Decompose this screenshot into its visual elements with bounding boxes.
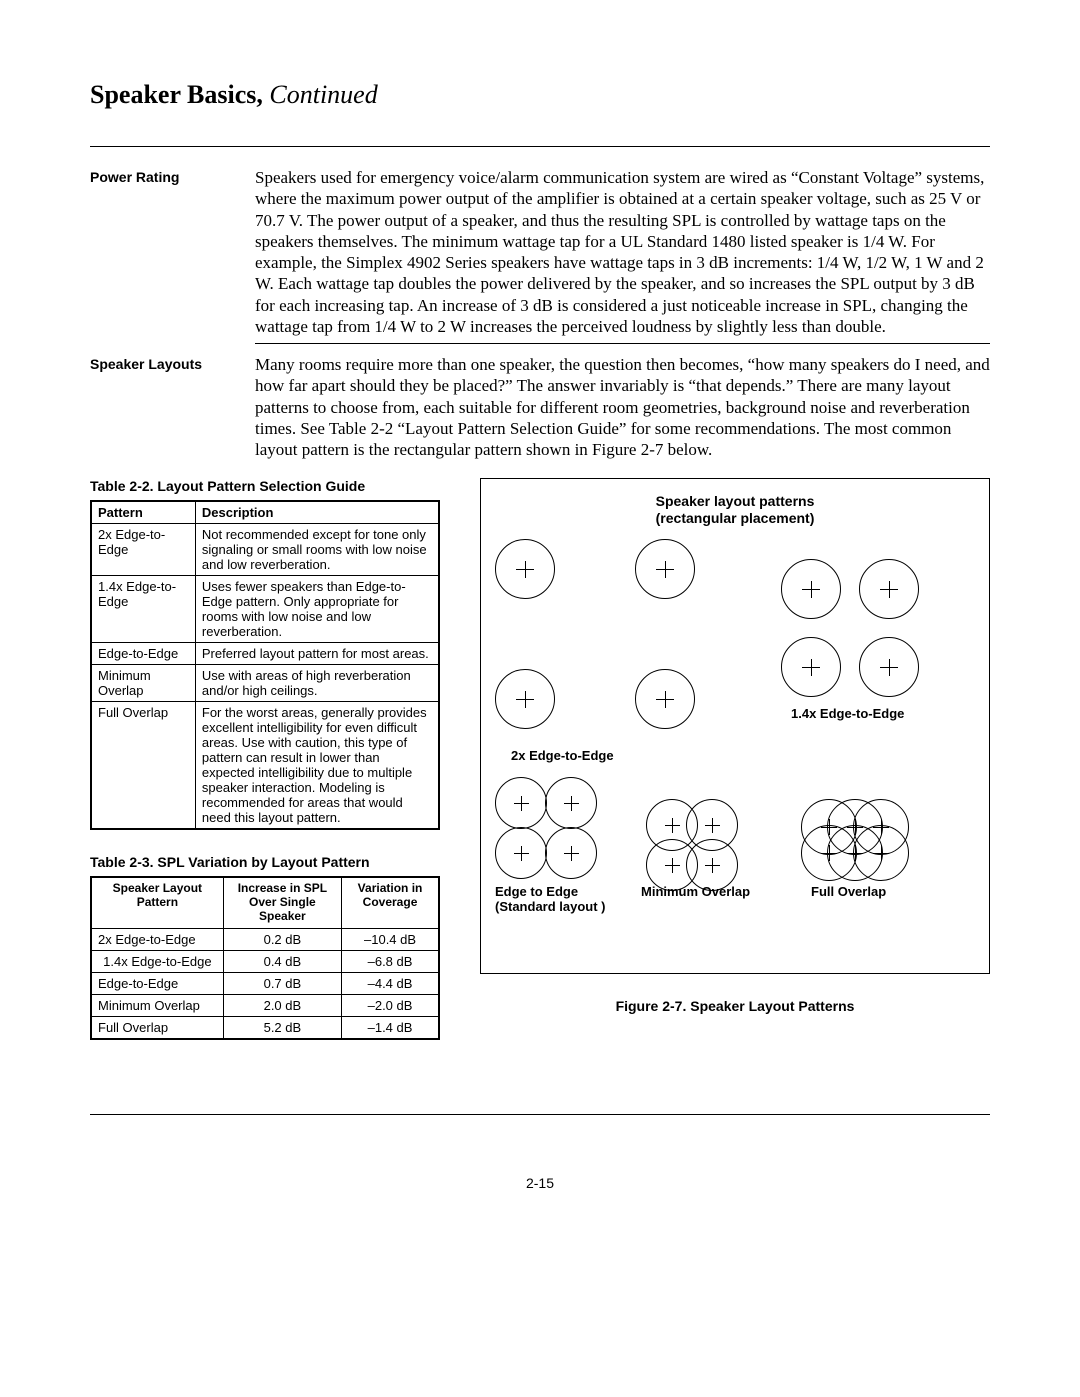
table-row: Edge-to-EdgePreferred layout pattern for… (91, 643, 439, 665)
speaker-circle-icon (495, 777, 547, 829)
th-increase: Increase in SPL Over Single Speaker (223, 877, 341, 928)
speaker-circle-icon (495, 669, 555, 729)
title-continued: Continued (269, 80, 377, 109)
figure-2-7: Speaker layout patterns (rectangular pla… (480, 478, 990, 974)
label-min: Minimum Overlap (641, 885, 750, 899)
table-2-3: Speaker Layout Pattern Increase in SPL O… (90, 876, 440, 1039)
table-2-3-title: Table 2-3. SPL Variation by Layout Patte… (90, 854, 440, 870)
section-label: Speaker Layouts (90, 354, 255, 460)
page-number: 2-15 (90, 1175, 990, 1191)
speaker-circle-icon (495, 827, 547, 879)
table-row: Minimum Overlap2.0 dB–2.0 dB (91, 994, 439, 1016)
title-main: Speaker Basics, (90, 80, 263, 109)
label-1-4x: 1.4x Edge-to-Edge (791, 707, 904, 721)
table-row: 2x Edge-to-Edge0.2 dB–10.4 dB (91, 928, 439, 950)
section-body: Speakers used for emergency voice/alarm … (255, 167, 990, 337)
table-row: 1.4x Edge-to-EdgeUses fewer speakers tha… (91, 576, 439, 643)
rule-top (90, 146, 990, 147)
table-row: 2x Edge-to-EdgeNot recommended except fo… (91, 524, 439, 576)
label-edge: Edge to Edge (Standard layout ) (495, 885, 606, 914)
speaker-circle-icon (545, 777, 597, 829)
section-speaker-layouts: Speaker Layouts Many rooms require more … (90, 354, 990, 460)
speaker-circle-icon (853, 825, 909, 881)
figure-header-2: (rectangular placement) (656, 510, 815, 526)
speaker-circle-icon (859, 637, 919, 697)
rule-bottom (90, 1114, 990, 1115)
label-2x: 2x Edge-to-Edge (511, 749, 614, 763)
table-row: Full OverlapFor the worst areas, general… (91, 702, 439, 830)
th-description: Description (195, 501, 439, 524)
speaker-circle-icon (859, 559, 919, 619)
speaker-circle-icon (635, 539, 695, 599)
table-2-2-title: Table 2-2. Layout Pattern Selection Guid… (90, 478, 440, 494)
speaker-circle-icon (635, 669, 695, 729)
table-2-2: Pattern Description 2x Edge-to-EdgeNot r… (90, 500, 440, 830)
figure-caption: Figure 2-7. Speaker Layout Patterns (480, 998, 990, 1014)
table-row: 1.4x Edge-to-Edge0.4 dB–6.8 dB (91, 950, 439, 972)
label-full: Full Overlap (811, 885, 886, 899)
table-row: Minimum OverlapUse with areas of high re… (91, 665, 439, 702)
speaker-circle-icon (495, 539, 555, 599)
section-body: Many rooms require more than one speaker… (255, 354, 990, 460)
section-power-rating: Power Rating Speakers used for emergency… (90, 167, 990, 337)
rule-mid (255, 343, 990, 344)
table-row: Full Overlap5.2 dB–1.4 dB (91, 1016, 439, 1039)
section-label: Power Rating (90, 167, 255, 337)
page-title: Speaker Basics, Continued (90, 80, 990, 110)
figure-header-1: Speaker layout patterns (656, 493, 815, 509)
speaker-circle-icon (545, 827, 597, 879)
speaker-circle-icon (781, 637, 841, 697)
speaker-circle-icon (781, 559, 841, 619)
th-layout: Speaker Layout Pattern (91, 877, 223, 928)
table-row: Edge-to-Edge0.7 dB–4.4 dB (91, 972, 439, 994)
th-pattern: Pattern (91, 501, 195, 524)
th-variation: Variation in Coverage (342, 877, 439, 928)
